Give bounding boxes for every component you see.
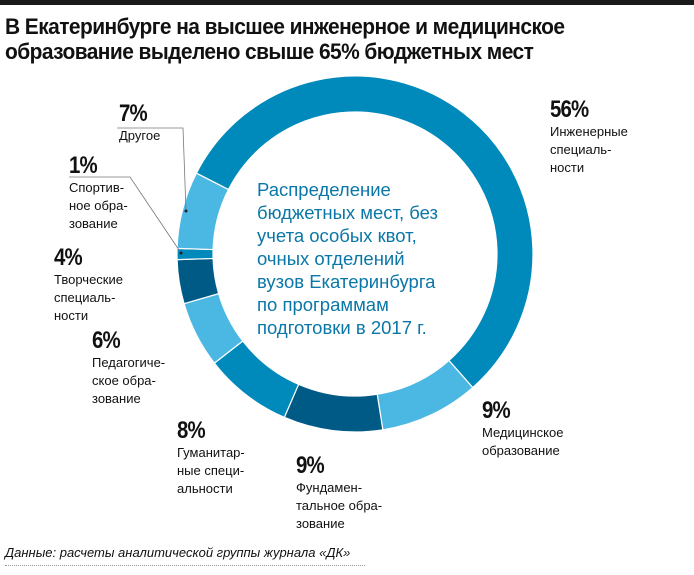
slice-name-line: Педагогиче- <box>92 355 166 370</box>
caption-line: по программам <box>257 294 389 315</box>
slice-label-0: 56% Инженерные специаль-ности <box>550 97 628 177</box>
donut-slice-7 <box>176 172 230 251</box>
footnote-divider <box>5 565 365 566</box>
caption-line: вузов Екатеринбурга <box>257 271 436 292</box>
slice-name-line: зование <box>69 216 118 231</box>
slice-name-line: Медицинское <box>482 425 564 440</box>
slice-percent: 1% <box>69 152 98 179</box>
slice-name-line: тальное обра- <box>296 498 383 513</box>
slice-name-line: Творческие <box>54 272 123 287</box>
slice-name-line: Фундамен- <box>296 480 363 495</box>
slice-percent: 56% <box>550 96 589 123</box>
slice-name-line: Спортив- <box>69 180 125 195</box>
caption-line: подготовки в 2017 г. <box>257 317 427 338</box>
slice-name-line: зование <box>92 391 141 406</box>
slice-name-line: ные специ- <box>177 463 245 478</box>
slice-label-3: 8% Гуманитар-ные специ-альности <box>177 418 245 498</box>
slice-name-line: специаль- <box>550 142 612 157</box>
slice-name-line: ности <box>54 308 89 323</box>
caption-line: Распределение <box>257 179 391 200</box>
slice-name-line: альности <box>177 481 233 496</box>
slice-name-line: Инженерные <box>550 124 628 139</box>
slice-percent: 9% <box>482 397 511 424</box>
slice-percent: 4% <box>54 244 83 271</box>
center-caption: Распределение бюджетных мест, без учета … <box>257 178 438 339</box>
slice-name-line: зование <box>296 516 345 531</box>
slice-name-line: ское обра- <box>92 373 156 388</box>
slice-label-7: 7% Другое <box>119 101 160 145</box>
caption-line: учета особых квот, <box>257 225 417 246</box>
slice-name-line: Гуманитар- <box>177 445 245 460</box>
leader-line-sport <box>69 176 182 254</box>
slice-name-line: специаль- <box>54 290 116 305</box>
slice-percent: 7% <box>119 100 148 127</box>
chart-title: В Екатеринбурге на высшее инженерное и м… <box>5 14 647 64</box>
slice-name-line: ное обра- <box>69 198 128 213</box>
slice-label-2: 9% Фундамен-тальное обра-зование <box>296 453 382 533</box>
slice-label-1: 9% Медицинское образование <box>482 398 563 460</box>
slice-percent: 9% <box>296 452 325 479</box>
donut-slice-6 <box>176 247 214 261</box>
leader-dot-other <box>184 209 188 213</box>
slice-name-line: Другое <box>119 128 161 143</box>
top-rule <box>0 0 694 5</box>
leader-line-other <box>117 127 187 212</box>
title-line: В Екатеринбурге на высшее инженерное и м… <box>5 14 565 39</box>
slice-percent: 8% <box>177 417 206 444</box>
slice-label-4: 6% Педагогиче-ское обра-зование <box>92 328 165 408</box>
source-footnote: Данные: расчеты аналитической группы жур… <box>5 545 351 560</box>
slice-label-6: 1% Спортив-ное обра-зование <box>69 153 128 233</box>
slice-label-5: 4% Творческие специаль-ности <box>54 245 123 325</box>
caption-line: бюджетных мест, без <box>257 202 438 223</box>
slice-name-line: образование <box>482 443 560 458</box>
donut-slice-1 <box>376 359 474 431</box>
donut-slice-0 <box>195 75 534 389</box>
caption-line: очных отделений <box>257 248 405 269</box>
title-line: образование выделено свыше 65% бюджетных… <box>5 39 534 64</box>
slice-name-line: ности <box>550 160 585 175</box>
slice-percent: 6% <box>92 327 121 354</box>
donut-slice-2 <box>283 383 384 433</box>
leader-dot-sport <box>179 251 183 255</box>
